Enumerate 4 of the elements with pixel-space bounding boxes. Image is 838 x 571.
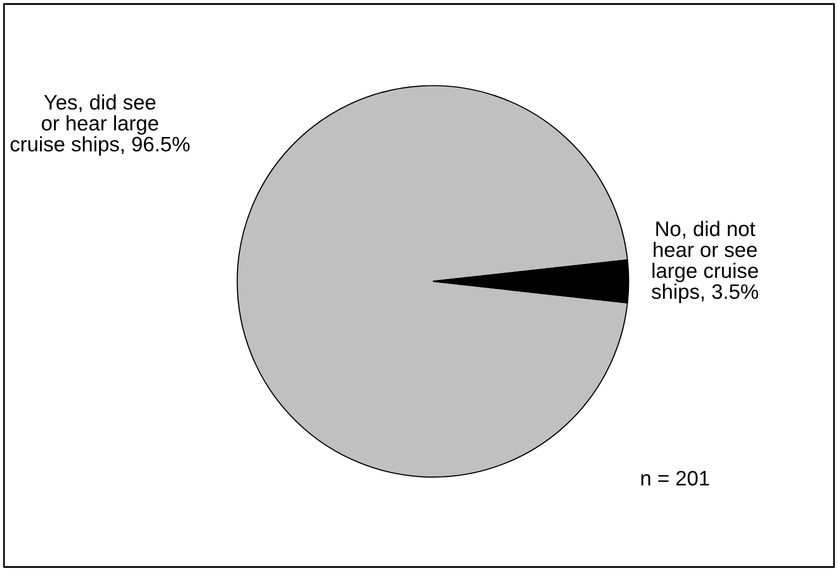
- slice-label: Yes, did see or hear large cruise ships, 96.5%: [10, 94, 190, 156]
- text: n = 201: [641, 470, 710, 486]
- pie-slice: [236, 85, 628, 478]
- slice-label: No, did not hear or see large cruise ships, 3.5%: [652, 220, 758, 304]
